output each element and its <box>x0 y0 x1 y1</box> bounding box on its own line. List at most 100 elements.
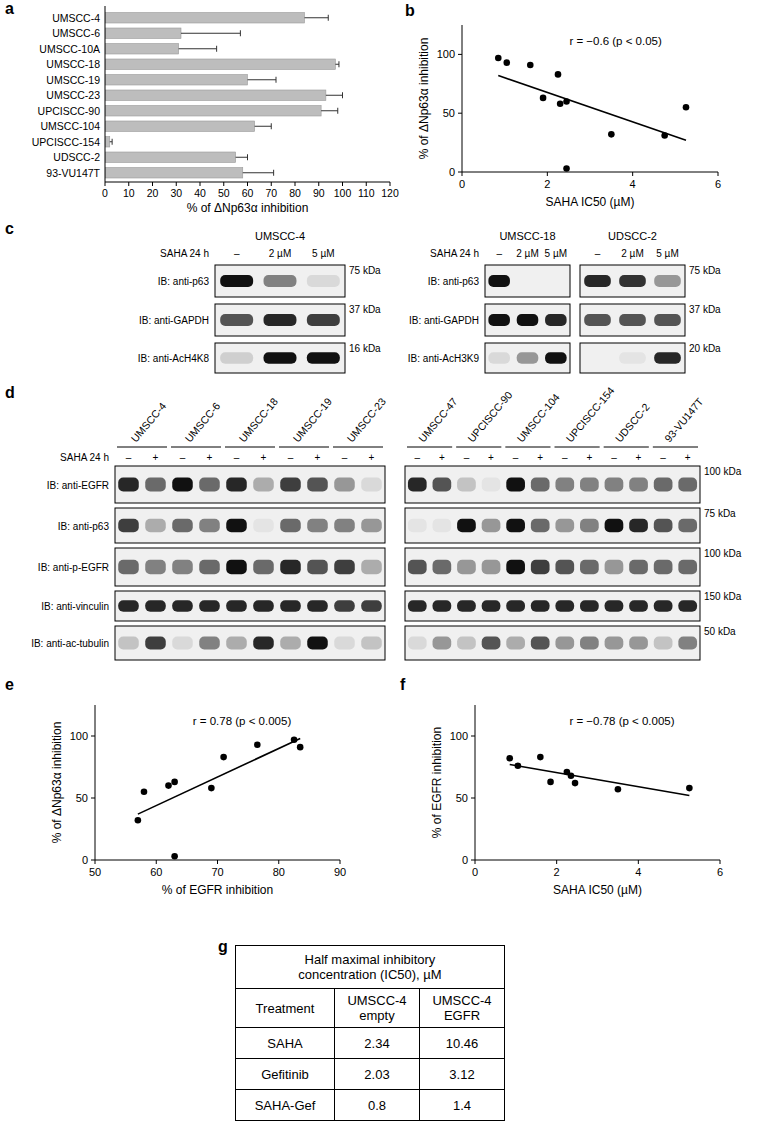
plot-area <box>105 13 343 179</box>
band <box>172 560 193 574</box>
band <box>457 477 476 491</box>
band <box>433 560 452 574</box>
mw-label: 100 kDa <box>704 548 742 559</box>
point <box>254 741 261 748</box>
band <box>307 275 340 287</box>
table-title: Half maximal inhibitory concentration (I… <box>236 946 505 989</box>
row-label: IB: anti-AcH4K8 <box>138 353 210 364</box>
band <box>629 600 648 611</box>
axis-label: % of ΔNp63α inhibition <box>50 722 64 844</box>
annotation: r = −0.78 (p < 0.005) <box>569 715 674 727</box>
band <box>545 275 567 287</box>
error-cap <box>276 77 277 83</box>
tick-label: 20 <box>147 187 159 199</box>
table-header: UMSCC-4 EGFR <box>419 989 504 1028</box>
tick <box>91 736 95 737</box>
band <box>619 275 646 287</box>
blot-frame <box>115 591 385 621</box>
table-header: Treatment <box>236 989 335 1028</box>
point <box>171 779 178 786</box>
bar <box>105 59 335 70</box>
band <box>361 560 382 574</box>
row-label: IB: anti-p63 <box>58 521 110 532</box>
band <box>145 560 166 574</box>
lane-label: – <box>126 452 132 463</box>
band <box>482 600 501 611</box>
band <box>118 477 139 491</box>
band <box>654 477 673 491</box>
band <box>531 600 550 611</box>
lane-group-line <box>171 447 221 448</box>
blot-frame <box>215 265 345 297</box>
blot-frame <box>580 343 685 373</box>
cell-line-label: UPCISCC-90 <box>465 389 514 445</box>
treatment-label: SAHA 24 h <box>430 248 479 259</box>
band <box>307 352 340 363</box>
band <box>334 637 355 650</box>
blot-frame <box>115 626 385 660</box>
band <box>307 637 328 650</box>
mw-label: 100 kDa <box>704 466 742 477</box>
band <box>629 637 648 650</box>
panel-label: c <box>5 220 14 237</box>
tick-label: 60 <box>242 187 254 199</box>
error-bar <box>305 15 329 21</box>
error-bar <box>110 139 112 145</box>
lane-label: + <box>488 452 494 463</box>
band <box>334 600 355 611</box>
error-line <box>255 126 272 127</box>
lane-label: – <box>234 248 240 259</box>
tick-label: 80 <box>289 187 301 199</box>
band <box>145 600 166 611</box>
band <box>506 637 525 650</box>
band <box>555 560 574 574</box>
band <box>678 600 697 611</box>
tick-label: 100 <box>450 730 468 742</box>
tick-label: 80 <box>273 866 285 878</box>
lane-label: 2 µM <box>516 248 538 259</box>
band <box>605 477 624 491</box>
tick <box>200 182 201 186</box>
band <box>145 477 166 491</box>
blot-frame <box>405 591 700 621</box>
point <box>220 754 227 761</box>
lane-label: 2 µM <box>621 248 643 259</box>
category-label: UMSCC-4 <box>52 12 100 24</box>
band <box>408 519 427 532</box>
bar <box>105 28 181 39</box>
tick <box>366 182 367 186</box>
band <box>408 600 427 611</box>
band <box>307 560 328 574</box>
band <box>408 560 427 574</box>
band <box>220 314 253 326</box>
tick-label: 50 <box>76 792 88 804</box>
ic50-table: Half maximal inhibitory concentration (I… <box>235 945 505 1121</box>
bar <box>105 44 179 55</box>
y-axis <box>462 25 463 172</box>
band <box>172 600 193 611</box>
band <box>488 314 510 326</box>
band <box>457 600 476 611</box>
error-bar <box>255 123 272 129</box>
fit-line <box>498 76 686 141</box>
band <box>118 637 139 650</box>
mw-label: 75 kDa <box>704 508 736 519</box>
band <box>307 600 328 611</box>
tick <box>547 172 548 176</box>
tick <box>95 860 96 864</box>
band <box>545 314 567 326</box>
tick <box>247 182 248 186</box>
y-axis <box>105 6 106 182</box>
bar <box>105 168 243 179</box>
point <box>572 780 579 787</box>
blot-title: UMSCC-18 <box>499 230 555 242</box>
band <box>307 477 328 491</box>
band <box>531 477 550 491</box>
lane-label: – <box>288 452 294 463</box>
error-cap <box>342 92 343 98</box>
band <box>482 477 501 491</box>
band <box>605 519 624 532</box>
plot-area <box>506 754 692 796</box>
band <box>654 352 681 363</box>
band <box>580 637 599 650</box>
